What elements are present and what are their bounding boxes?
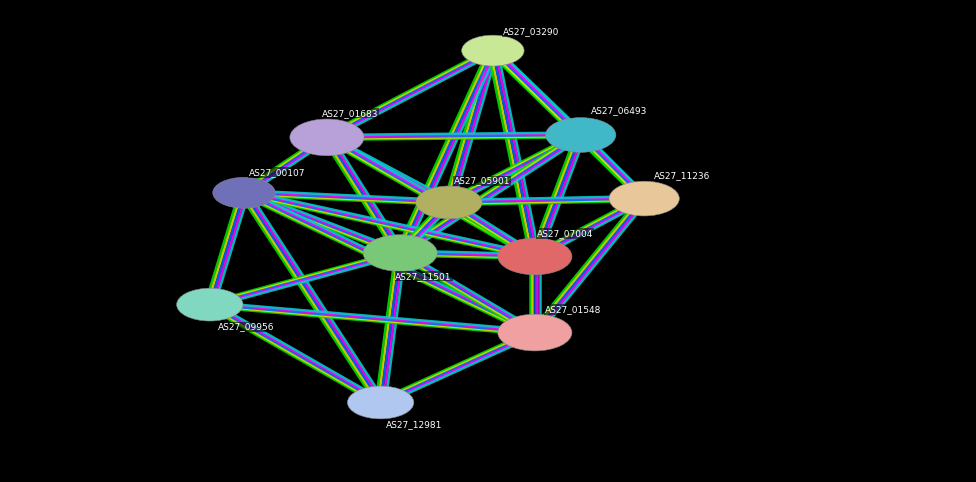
- Text: AS27_05901: AS27_05901: [454, 176, 510, 185]
- Circle shape: [290, 119, 364, 156]
- Text: AS27_06493: AS27_06493: [590, 107, 647, 115]
- Circle shape: [177, 288, 243, 321]
- Circle shape: [609, 181, 679, 216]
- Circle shape: [416, 186, 482, 219]
- Circle shape: [213, 177, 275, 208]
- Circle shape: [462, 35, 524, 66]
- Text: AS27_11501: AS27_11501: [395, 272, 452, 281]
- Text: AS27_00107: AS27_00107: [249, 168, 305, 177]
- Text: AS27_09956: AS27_09956: [218, 322, 274, 331]
- Circle shape: [546, 118, 616, 152]
- Circle shape: [347, 386, 414, 419]
- Text: AS27_01683: AS27_01683: [322, 109, 379, 118]
- Circle shape: [498, 238, 572, 275]
- Text: AS27_07004: AS27_07004: [537, 229, 593, 238]
- Circle shape: [363, 235, 437, 271]
- Text: AS27_12981: AS27_12981: [386, 420, 442, 429]
- Text: AS27_03290: AS27_03290: [503, 27, 559, 36]
- Text: AS27_11236: AS27_11236: [654, 171, 711, 180]
- Circle shape: [498, 314, 572, 351]
- Text: AS27_01548: AS27_01548: [545, 305, 601, 314]
